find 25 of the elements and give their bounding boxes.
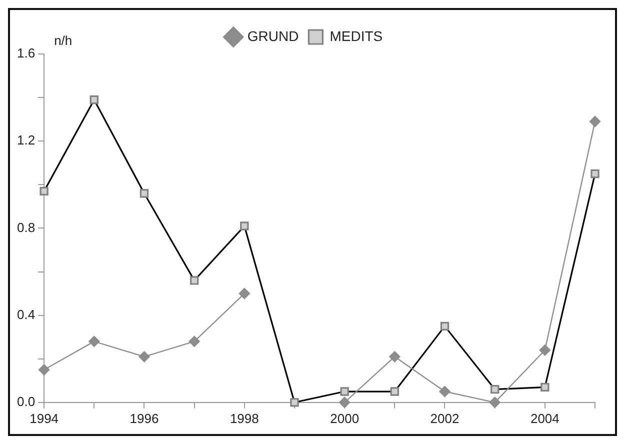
y-tick-label: 0.8 (16, 220, 36, 235)
y-tick-label: 0.0 (16, 394, 36, 409)
x-tick-label: 1998 (230, 410, 259, 426)
y-axis-title: n/h (54, 33, 72, 48)
point (539, 344, 551, 356)
x-tick-label: 1994 (30, 410, 59, 426)
legend-label: GRUND (247, 28, 299, 44)
point (238, 288, 250, 300)
point (88, 336, 100, 348)
point (138, 351, 150, 362)
point (38, 364, 50, 376)
x-tick-label: 2002 (430, 410, 460, 426)
y-tick-label: 1.6 (16, 46, 36, 61)
point (338, 396, 350, 408)
point (439, 386, 450, 398)
point (188, 336, 200, 348)
x-tick-label: 1996 (130, 410, 159, 426)
x-tick-label: 2000 (330, 410, 360, 426)
y-tick-label: 1.2 (16, 132, 36, 148)
legend-label: MEDITS (330, 28, 383, 44)
y-tick-label: 0.4 (16, 306, 36, 322)
x-tick-label: 2004 (530, 410, 560, 426)
point (589, 116, 601, 128)
point (489, 396, 500, 408)
point (389, 351, 400, 362)
